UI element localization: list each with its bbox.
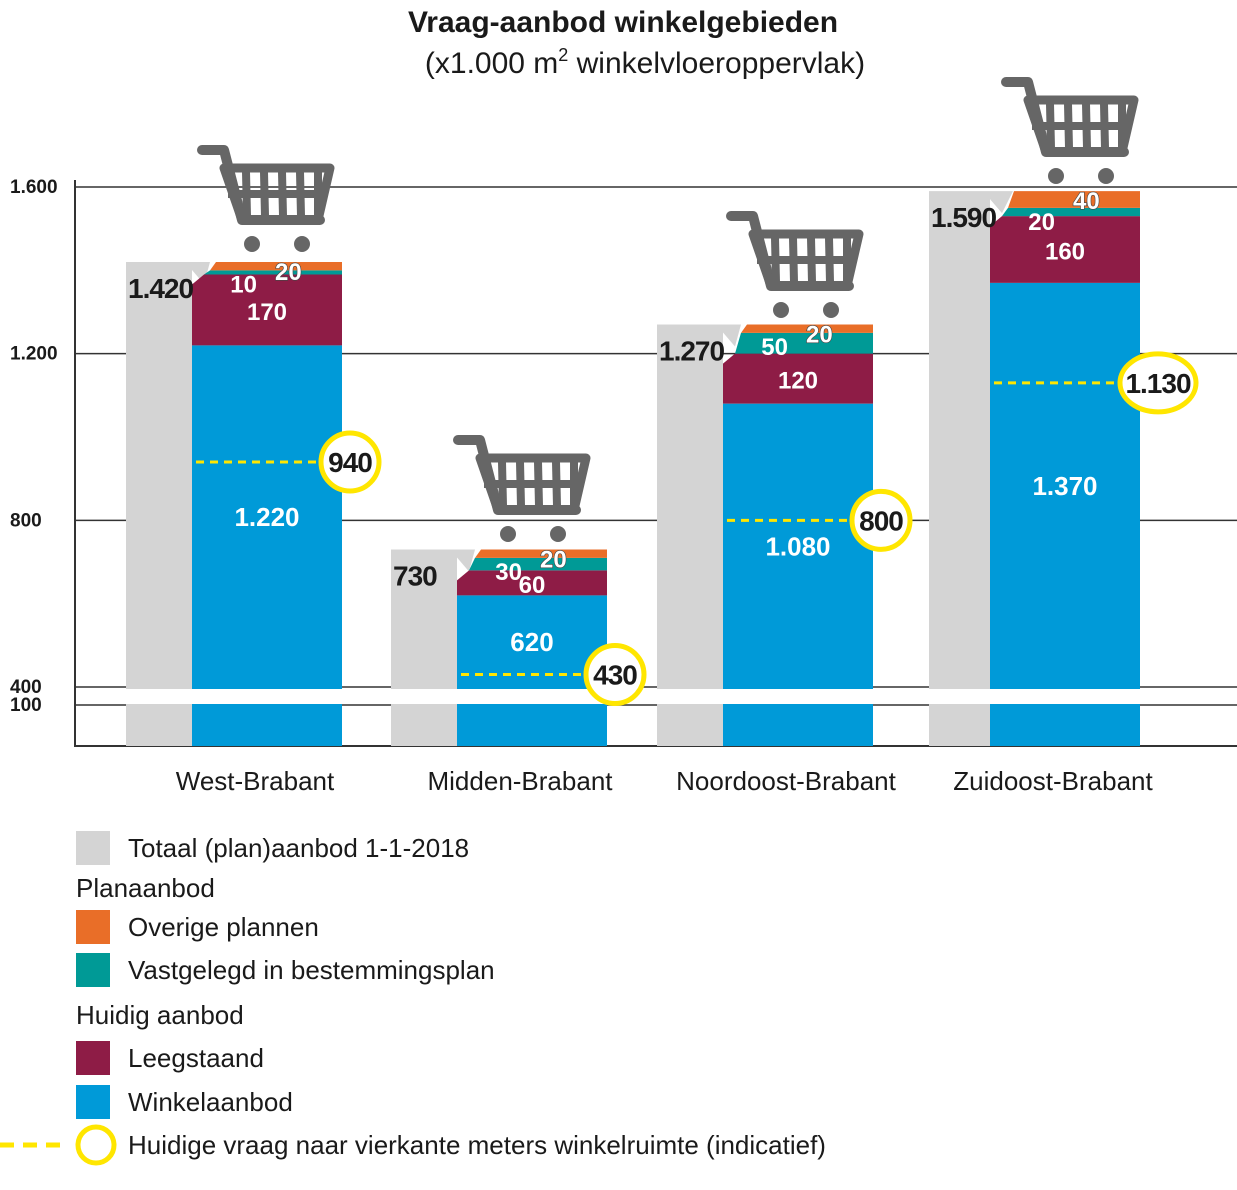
legend-item-overige: Overige plannen — [76, 909, 319, 945]
legend-swatch-vraag — [0, 1124, 117, 1166]
axis-break-band — [653, 689, 877, 704]
bar-overige — [210, 262, 342, 271]
vastgelegd-label: 10 — [230, 271, 257, 298]
legend-item-vastgelegd: Vastgelegd in bestemmingsplan — [76, 952, 495, 988]
shopping-cart-icon — [453, 435, 591, 542]
winkel-label: 1.080 — [765, 531, 830, 561]
leegstaand-label: 170 — [247, 299, 287, 326]
winkel-label: 1.370 — [1032, 471, 1097, 501]
vraag-label: 1.130 — [1125, 368, 1190, 399]
bar-total — [929, 191, 1013, 746]
x-tick-label: West-Brabant — [176, 766, 335, 796]
overige-label: 40 — [1073, 188, 1100, 215]
legend-item-vraag: Huidige vraag naar vierkante meters wink… — [0, 1124, 826, 1166]
leegstaand-label: 160 — [1045, 239, 1085, 266]
winkel-label: 1.220 — [234, 502, 299, 532]
vraag-marker — [318, 430, 382, 494]
bar-winkelaanbod — [457, 595, 607, 746]
x-tick-label: Midden-Brabant — [428, 766, 614, 796]
axis-break-band — [925, 689, 1144, 704]
legend-swatch-overige — [76, 910, 110, 944]
bar-overige — [1008, 191, 1140, 208]
vraag-label: 800 — [859, 505, 903, 536]
overige-label: 20 — [540, 547, 567, 574]
vraag-marker — [583, 643, 647, 706]
shopping-cart-icon — [197, 145, 335, 252]
overige-label: 20 — [806, 322, 833, 349]
vraag-marker — [849, 488, 913, 552]
legend-label-winkel: Winkelaanbod — [128, 1086, 293, 1117]
bar-overige — [741, 324, 873, 333]
legend: Totaal (plan)aanbod 1-1-2018 Planaanbod … — [0, 820, 1237, 1190]
legend-swatch-total — [76, 831, 110, 865]
vastgelegd-label: 20 — [1028, 209, 1055, 236]
bar-total — [126, 262, 210, 746]
legend-item-winkel: Winkelaanbod — [76, 1084, 293, 1120]
total-label: 1.270 — [659, 336, 724, 367]
total-label: 1.420 — [128, 273, 193, 304]
y-tick-label: 1.600 — [10, 177, 58, 198]
x-tick-label: Zuidoost-Brabant — [953, 766, 1153, 796]
legend-group-huidig: Huidig aanbod — [76, 1000, 244, 1030]
legend-label-leegstaand: Leegstaand — [128, 1042, 264, 1073]
vastgelegd-label: 30 — [495, 559, 522, 586]
total-label: 1.590 — [931, 202, 996, 233]
bar-vastgelegd — [735, 332, 873, 354]
vraag-label: 430 — [593, 660, 637, 691]
bar-winkelaanbod — [192, 345, 342, 746]
shopping-cart-icon — [726, 211, 864, 318]
legend-item-leegstaand: Leegstaand — [76, 1040, 264, 1076]
legend-item-total: Totaal (plan)aanbod 1-1-2018 — [76, 830, 469, 866]
chart: Vraag-aanbod winkelgebieden (x1.000 m2 w… — [10, 6, 1237, 796]
bar-leegstaand — [192, 274, 342, 346]
leegstaand-label: 120 — [778, 368, 818, 395]
legend-swatch-leegstaand — [76, 1041, 110, 1075]
bar-winkelaanbod — [723, 403, 873, 746]
vastgelegd-label: 50 — [761, 334, 788, 361]
bar-vastgelegd — [204, 270, 342, 275]
overige-label: 20 — [275, 259, 302, 286]
y-tick-label: 800 — [10, 510, 42, 531]
axis-break-band — [122, 689, 346, 704]
vraag-marker — [1117, 351, 1199, 415]
chart-title: Vraag-aanbod winkelgebieden — [408, 6, 838, 39]
legend-label-vraag: Huidige vraag naar vierkante meters wink… — [128, 1129, 826, 1160]
axis-break-band — [387, 689, 611, 704]
bar-leegstaand — [457, 570, 607, 596]
leegstaand-label: 60 — [519, 572, 546, 599]
vraag-label: 940 — [328, 447, 372, 478]
total-label: 730 — [393, 561, 437, 592]
legend-group-planaanbod: Planaanbod — [76, 873, 215, 903]
bar-leegstaand — [723, 353, 873, 404]
chart-subtitle: (x1.000 m2 winkelvloeroppervlak) — [425, 45, 865, 80]
bar-total — [657, 324, 741, 746]
y-tick-label: 100 — [10, 695, 42, 716]
legend-label-vastgelegd: Vastgelegd in bestemmingsplan — [128, 954, 495, 985]
bar-overige — [475, 549, 607, 558]
legend-label-total: Totaal (plan)aanbod 1-1-2018 — [128, 832, 470, 863]
legend-label-overige: Overige plannen — [128, 911, 319, 942]
bar-vastgelegd — [1002, 207, 1140, 217]
bar-vastgelegd — [469, 557, 607, 571]
legend-swatch-vastgelegd — [76, 953, 110, 987]
winkel-label: 620 — [510, 627, 553, 657]
bars — [122, 191, 1144, 746]
bar-winkelaanbod — [990, 282, 1140, 746]
y-tick-label: 1.200 — [10, 344, 58, 365]
shopping-cart-icon — [1001, 77, 1139, 184]
x-tick-label: Noordoost-Brabant — [676, 766, 896, 796]
legend-swatch-winkel — [76, 1085, 110, 1119]
y-tick-label: 400 — [10, 677, 42, 698]
bar-leegstaand — [990, 216, 1140, 283]
